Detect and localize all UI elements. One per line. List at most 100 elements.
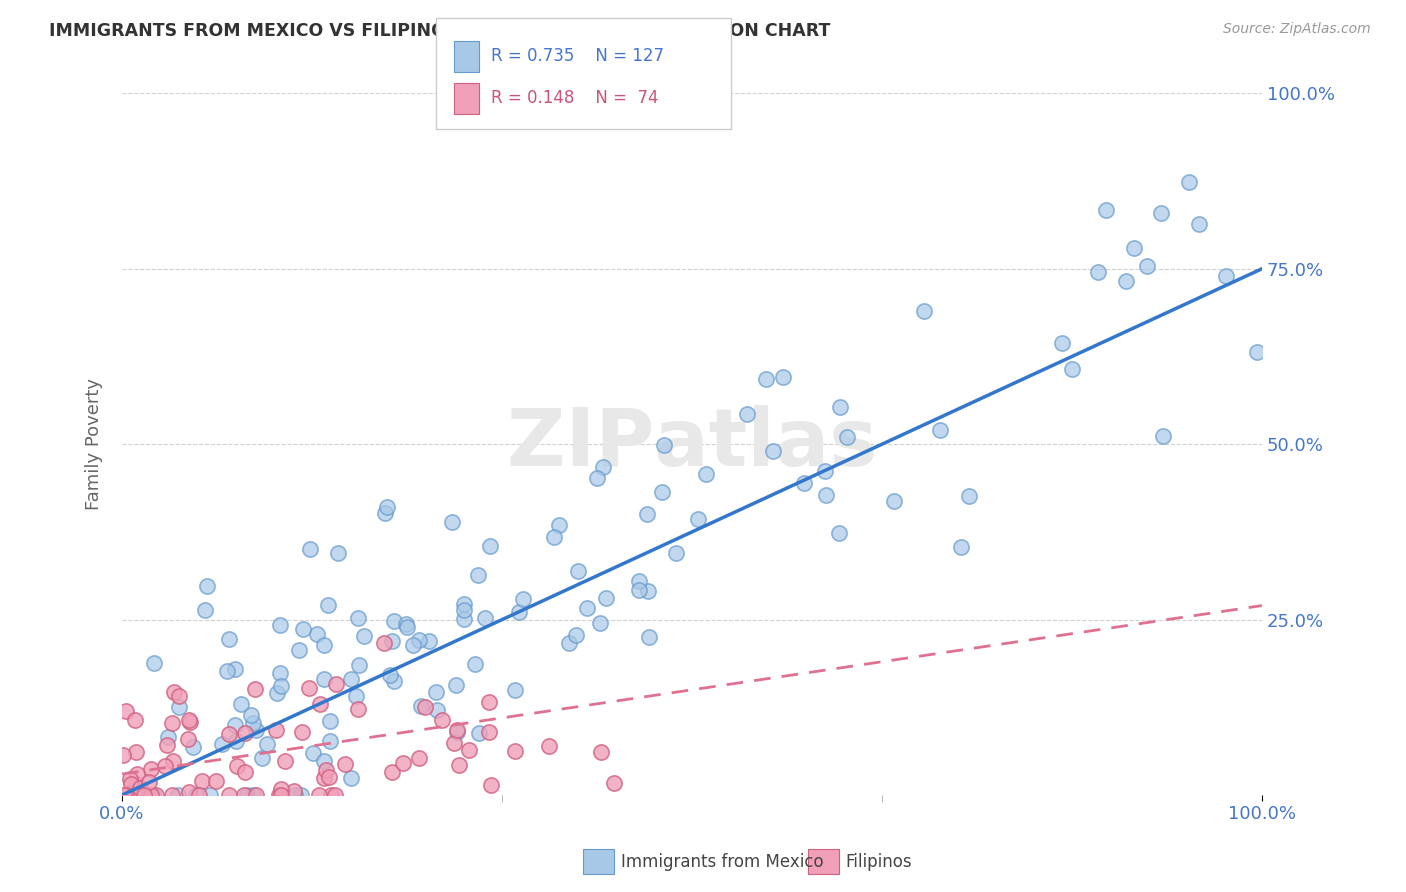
Point bbox=[1060, 362, 1083, 376]
Point bbox=[1188, 218, 1211, 232]
Point bbox=[142, 788, 165, 802]
Point bbox=[318, 714, 340, 728]
Text: Source: ZipAtlas.com: Source: ZipAtlas.com bbox=[1223, 22, 1371, 37]
Point bbox=[177, 731, 200, 746]
Point bbox=[638, 630, 661, 644]
Point bbox=[129, 780, 152, 795]
Point bbox=[321, 788, 343, 802]
Point bbox=[564, 628, 586, 642]
Point bbox=[652, 437, 675, 451]
Point bbox=[288, 643, 311, 657]
Point bbox=[205, 774, 228, 789]
Point bbox=[1178, 175, 1201, 189]
Point bbox=[418, 634, 440, 648]
Point bbox=[225, 759, 247, 773]
Point bbox=[373, 636, 395, 650]
Point bbox=[548, 518, 571, 533]
Point bbox=[595, 591, 617, 606]
Point bbox=[284, 788, 307, 802]
Point bbox=[592, 459, 614, 474]
Point bbox=[218, 727, 240, 741]
Point bbox=[112, 748, 135, 763]
Point bbox=[949, 540, 972, 554]
Point bbox=[224, 662, 246, 676]
Point bbox=[1215, 268, 1237, 283]
Point bbox=[426, 703, 449, 717]
Point bbox=[308, 788, 330, 802]
Point bbox=[233, 765, 256, 780]
Point bbox=[503, 683, 526, 698]
Point bbox=[127, 788, 149, 802]
Point bbox=[224, 717, 246, 731]
Point bbox=[120, 777, 142, 791]
Point bbox=[392, 756, 415, 771]
Point bbox=[250, 751, 273, 765]
Point bbox=[558, 636, 581, 650]
Point bbox=[827, 526, 849, 541]
Point bbox=[1150, 206, 1173, 220]
Point bbox=[125, 776, 148, 790]
Point bbox=[314, 672, 336, 686]
Point bbox=[266, 723, 288, 738]
Point bbox=[1050, 335, 1073, 350]
Point bbox=[186, 788, 208, 802]
Point bbox=[328, 545, 350, 559]
Point bbox=[1136, 259, 1159, 273]
Point bbox=[432, 713, 454, 727]
Point bbox=[153, 758, 176, 772]
Point bbox=[270, 788, 292, 802]
Point bbox=[339, 672, 361, 686]
Point bbox=[382, 673, 405, 688]
Text: R = 0.735    N = 127: R = 0.735 N = 127 bbox=[491, 47, 664, 65]
Point bbox=[1152, 428, 1174, 442]
Point bbox=[567, 565, 589, 579]
Point bbox=[316, 598, 339, 612]
Point bbox=[815, 487, 838, 501]
Point bbox=[347, 658, 370, 673]
Point bbox=[243, 681, 266, 696]
Point bbox=[537, 739, 560, 754]
Point bbox=[256, 737, 278, 751]
Point bbox=[508, 605, 530, 619]
Point bbox=[479, 778, 502, 792]
Point bbox=[315, 763, 337, 777]
Point bbox=[269, 666, 291, 681]
Point bbox=[162, 754, 184, 768]
Point bbox=[191, 773, 214, 788]
Point bbox=[575, 601, 598, 615]
Point bbox=[232, 788, 254, 802]
Point bbox=[1123, 241, 1146, 255]
Point bbox=[912, 304, 935, 318]
Point bbox=[814, 464, 837, 478]
Point bbox=[408, 751, 430, 765]
Point bbox=[297, 681, 319, 695]
Point bbox=[478, 724, 501, 739]
Point bbox=[269, 618, 291, 632]
Point bbox=[239, 707, 262, 722]
Point bbox=[145, 788, 167, 802]
Point bbox=[589, 616, 612, 631]
Point bbox=[308, 697, 330, 711]
Point bbox=[160, 788, 183, 802]
Point bbox=[339, 771, 361, 785]
Point bbox=[245, 788, 267, 802]
Point bbox=[134, 788, 156, 802]
Point bbox=[651, 485, 673, 500]
Point bbox=[242, 715, 264, 730]
Point bbox=[408, 632, 430, 647]
Point bbox=[453, 597, 475, 611]
Point bbox=[585, 471, 607, 485]
Point bbox=[218, 788, 240, 802]
Point bbox=[453, 612, 475, 626]
Point bbox=[143, 656, 166, 670]
Point bbox=[688, 512, 710, 526]
Point bbox=[267, 788, 290, 802]
Point bbox=[479, 539, 502, 553]
Point bbox=[181, 740, 204, 755]
Point bbox=[125, 745, 148, 759]
Point bbox=[156, 738, 179, 752]
Point bbox=[283, 784, 305, 798]
Point bbox=[242, 788, 264, 802]
Point bbox=[236, 788, 259, 802]
Point bbox=[665, 545, 688, 559]
